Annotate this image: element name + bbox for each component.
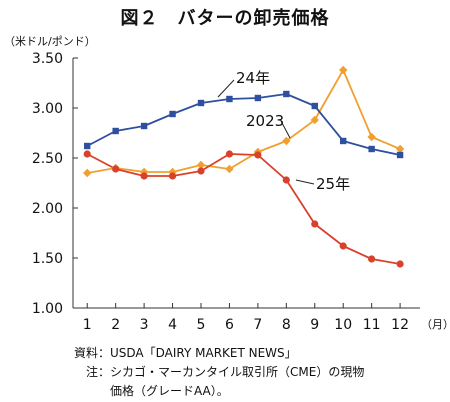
x-tick-label: 2: [111, 317, 120, 333]
source-key: 資料：: [73, 346, 110, 360]
data-point: [368, 145, 375, 153]
data-point: [311, 102, 318, 110]
leader-line: [295, 179, 315, 185]
data-point: [197, 99, 205, 107]
data-point: [368, 255, 376, 263]
data-point: [396, 260, 404, 268]
source-notes: 資料： USDA「DAIRY MARKET NEWS」 注： シカゴ・マーカンタ…: [62, 344, 364, 401]
x-tick-label: 1: [83, 317, 92, 333]
data-point: [225, 150, 234, 158]
y-tick-label: 2.00: [32, 201, 63, 217]
note-continuation: 価格（グレードAA）。: [110, 384, 229, 398]
data-point: [197, 167, 205, 175]
data-point: [283, 90, 290, 98]
series-label: 2023: [246, 112, 284, 130]
source-value: USDA「DAIRY MARKET NEWS」: [110, 346, 297, 360]
data-point: [282, 176, 290, 184]
note-value: シカゴ・マーカンタイル取引所（CME）の現物: [110, 365, 365, 379]
x-tick-label: 9: [310, 317, 319, 333]
data-point: [395, 144, 405, 154]
note-key: 注：: [85, 365, 110, 379]
series-label: 24年: [236, 69, 270, 87]
series-label: 25年: [316, 175, 350, 193]
series-line-0: [86, 93, 401, 156]
data-point: [112, 165, 120, 173]
data-point: [112, 127, 119, 135]
x-tick-label: 3: [140, 317, 149, 333]
x-unit-label: （月）: [421, 318, 450, 331]
x-tick-label: 10: [334, 317, 352, 333]
series-line-1: [87, 69, 401, 174]
data-point: [83, 150, 91, 158]
x-tick-label: 12: [391, 317, 409, 333]
data-point: [339, 65, 348, 75]
data-point: [168, 172, 177, 180]
y-unit-label: （米ドル/ポンド）: [4, 35, 96, 48]
data-point: [311, 220, 319, 228]
data-point: [226, 95, 233, 103]
data-point: [310, 115, 319, 125]
series-line-2: [86, 153, 401, 265]
x-tick-label: 4: [168, 317, 177, 333]
data-point: [140, 172, 148, 180]
y-tick-label: 1.50: [32, 251, 63, 267]
x-tick-label: 7: [253, 317, 262, 333]
data-point: [84, 142, 91, 150]
line-chart: 1.001.502.002.503.003.501 2 3 4 5 6 7 8 9 10 11 12 （…: [32, 51, 450, 333]
chart-title: 図２ バターの卸売価格: [120, 8, 330, 29]
y-tick-label: 3.00: [32, 101, 63, 117]
y-tick-label: 2.50: [32, 151, 63, 167]
data-point: [396, 151, 404, 159]
data-point: [196, 160, 206, 170]
leader-line: [280, 120, 291, 139]
data-point: [367, 132, 376, 142]
data-point: [282, 136, 291, 146]
data-point: [83, 168, 92, 178]
data-point: [225, 164, 234, 174]
leader-line: [217, 79, 235, 98]
data-point: [140, 122, 148, 130]
data-point: [169, 110, 176, 118]
data-point: [254, 94, 262, 102]
x-tick-label: 5: [197, 317, 206, 333]
data-point: [339, 242, 347, 250]
data-point: [254, 151, 262, 159]
x-tick-label: 11: [363, 317, 381, 333]
x-tick-label: 8: [282, 317, 291, 333]
x-tick-label: 6: [225, 317, 234, 333]
y-tick-label: 1.00: [32, 301, 63, 317]
data-point: [340, 137, 347, 145]
y-tick-label: 3.50: [32, 51, 63, 67]
